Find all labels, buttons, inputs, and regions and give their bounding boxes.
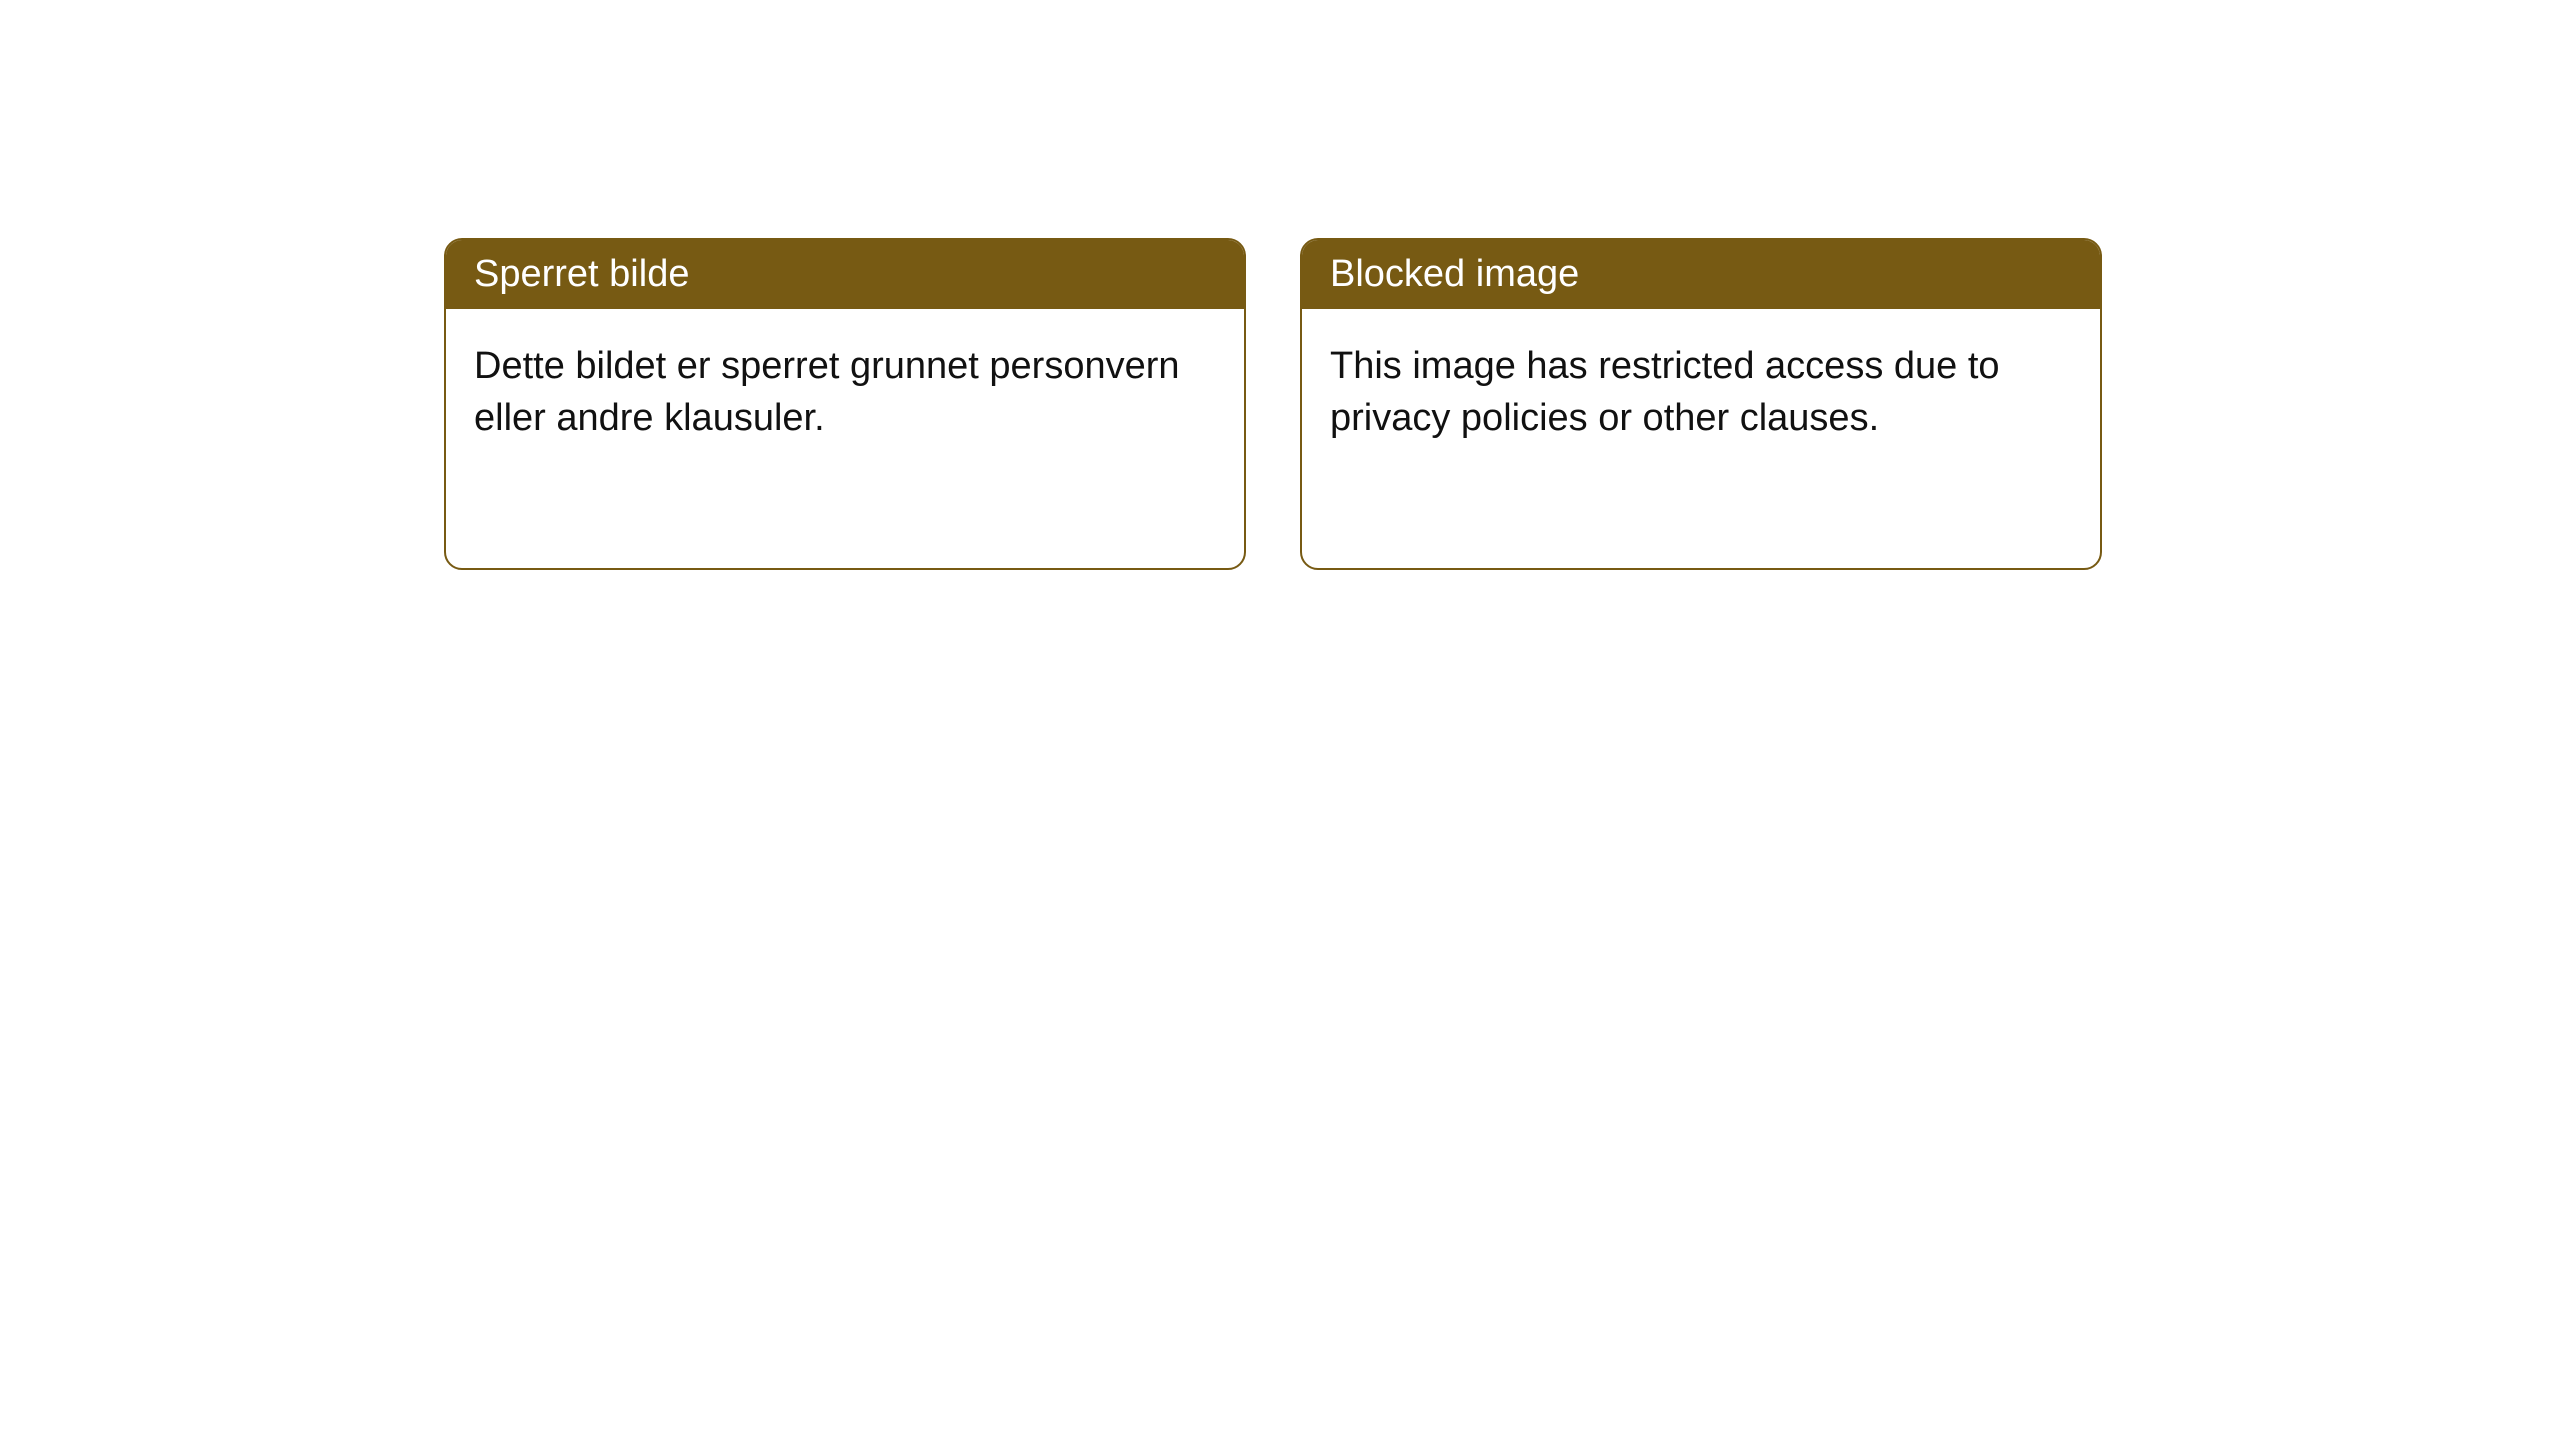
notice-container: Sperret bilde Dette bildet er sperret gr… [0,0,2560,570]
notice-body-text: This image has restricted access due to … [1330,345,2000,438]
notice-card-norwegian: Sperret bilde Dette bildet er sperret gr… [444,238,1246,570]
notice-body: This image has restricted access due to … [1302,309,2100,476]
notice-body-text: Dette bildet er sperret grunnet personve… [474,345,1180,438]
notice-card-english: Blocked image This image has restricted … [1300,238,2102,570]
notice-title: Sperret bilde [474,253,689,295]
notice-body: Dette bildet er sperret grunnet personve… [446,309,1244,476]
notice-header: Blocked image [1302,240,2100,309]
notice-header: Sperret bilde [446,240,1244,309]
notice-title: Blocked image [1330,253,1579,295]
